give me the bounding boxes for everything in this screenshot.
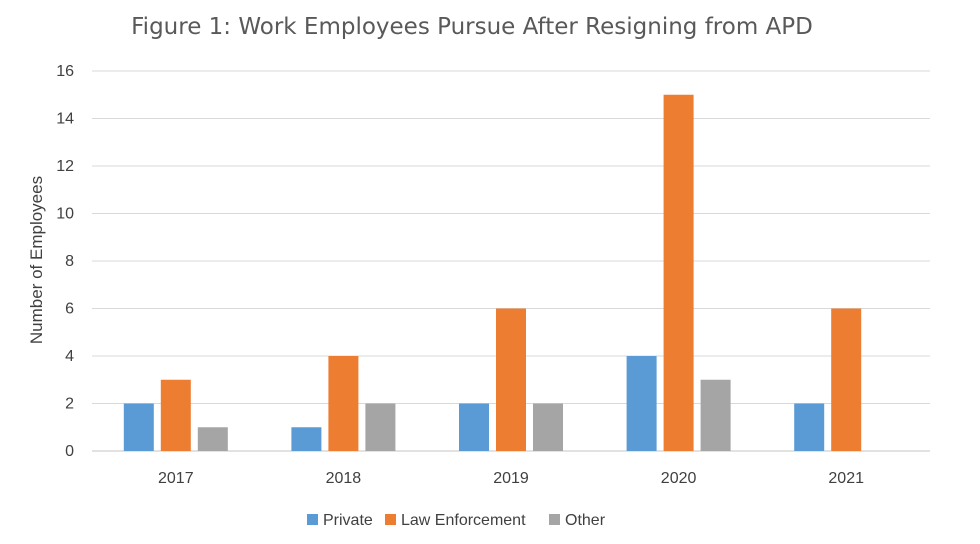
bar-law-enforcement-2017	[160, 379, 191, 451]
x-tick-label: 2021	[828, 470, 864, 487]
y-tick-label: 12	[56, 158, 74, 175]
bar-private-2017	[123, 403, 154, 451]
bar-private-2021	[794, 403, 825, 451]
bar-law-enforcement-2019	[496, 308, 526, 451]
bar-private-2019	[459, 403, 489, 451]
y-tick-label: 6	[65, 301, 74, 318]
x-tick-label: 2020	[661, 470, 697, 487]
x-tick-label: 2018	[326, 470, 362, 487]
bar-other-2019	[533, 403, 563, 451]
legend-swatch-private	[307, 514, 318, 525]
legend-swatch-other	[549, 514, 560, 525]
bar-private-2018	[291, 427, 322, 451]
y-tick-label: 16	[56, 63, 74, 80]
y-tick-label: 2	[65, 396, 74, 413]
bars	[123, 94, 862, 451]
legend-swatch-law-enforcement	[385, 514, 396, 525]
x-tick-label: 2017	[158, 470, 194, 487]
y-tick-label: 14	[56, 111, 74, 128]
y-tick-label: 0	[65, 443, 74, 460]
x-axis-ticks: 2017 2018 2019 2020 2021	[158, 470, 864, 487]
bar-other-2017	[197, 427, 228, 451]
y-tick-label: 4	[65, 348, 74, 365]
legend-label: Private	[323, 512, 373, 529]
gridlines	[92, 70, 930, 452]
x-tick-label: 2019	[493, 470, 529, 487]
chart-title: Figure 1: Work Employees Pursue After Re…	[131, 14, 813, 40]
y-axis-label: Number of Employees	[27, 176, 46, 344]
bar-private-2020	[626, 356, 657, 451]
bar-other-2018	[365, 403, 396, 451]
bar-law-enforcement-2018	[328, 356, 359, 451]
bar-other-2020	[700, 379, 731, 451]
legend-label: Law Enforcement	[401, 512, 526, 529]
legend-label: Other	[565, 512, 606, 529]
bar-law-enforcement-2021	[831, 308, 862, 451]
y-tick-label: 8	[65, 253, 74, 270]
y-tick-label: 10	[56, 206, 74, 223]
legend: Private Law Enforcement Other	[307, 512, 606, 529]
bar-law-enforcement-2020	[663, 94, 694, 451]
y-axis-ticks: 0 2 4 6 8 10 12 14 16	[56, 63, 74, 460]
